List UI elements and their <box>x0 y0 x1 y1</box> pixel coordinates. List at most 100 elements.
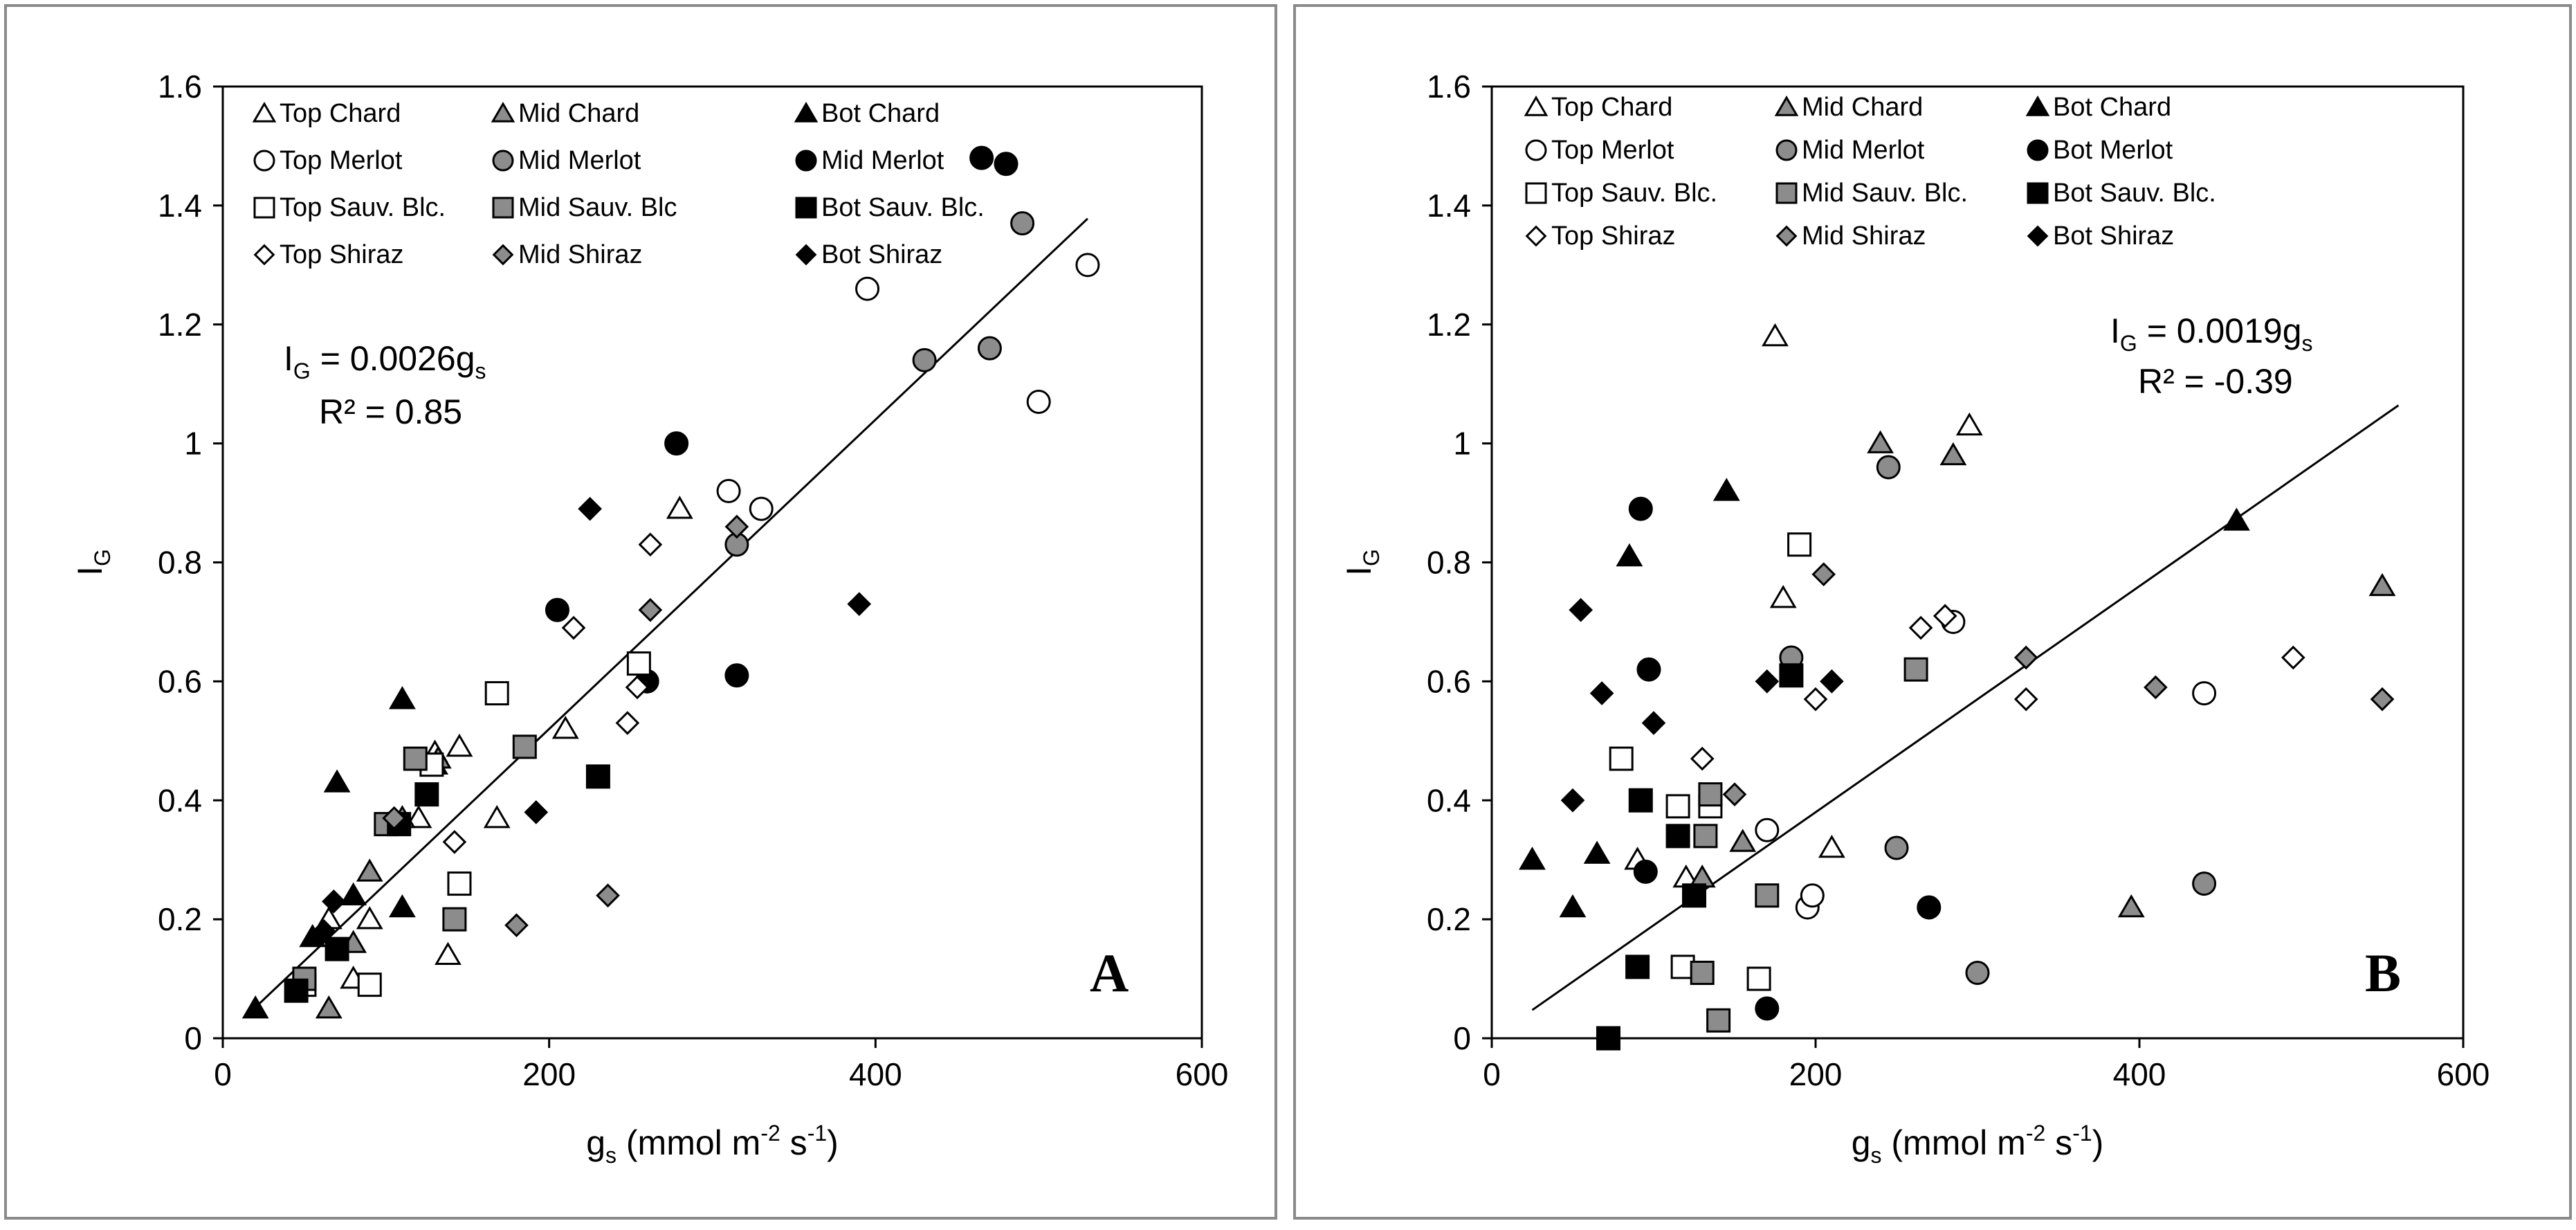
r-squared: R² = -0.39 <box>2138 362 2293 401</box>
data-point <box>357 973 382 997</box>
y-tick-label: 0.4 <box>158 782 202 818</box>
legend-item: Mid Chard <box>1774 93 1923 122</box>
data-point <box>323 769 351 793</box>
x-tick-label: 600 <box>2437 1056 2490 1092</box>
data-point <box>1787 532 1812 557</box>
data-point <box>325 937 349 961</box>
legend-item: Mid Merlot <box>492 146 641 175</box>
data-point <box>615 711 640 735</box>
legend-marker-triangle-icon <box>794 102 819 123</box>
legend-marker-square-icon <box>1775 182 1798 204</box>
data-point <box>1560 788 1585 813</box>
data-point <box>1026 389 1051 414</box>
data-point <box>1665 824 1690 849</box>
series-mid-shiraz <box>382 514 749 938</box>
legend-label: Mid Shiraz <box>1802 221 1926 251</box>
y-tick-label: 0.6 <box>1427 663 1471 699</box>
legend-label: Mid Shiraz <box>518 240 643 269</box>
data-point <box>1690 960 1715 985</box>
data-point <box>442 907 467 932</box>
data-point <box>1693 824 1718 849</box>
x-tick-label: 600 <box>1176 1056 1229 1092</box>
data-point <box>638 532 663 557</box>
legend-marker-circle-icon <box>1775 139 1798 161</box>
data-point <box>1965 960 1990 985</box>
data-point <box>2192 681 2217 706</box>
series-top-merlot <box>716 253 1100 521</box>
legend-item: Top Sauv. Blc. <box>253 193 446 222</box>
data-point <box>969 145 994 170</box>
legend-marker-circle-icon <box>253 150 275 172</box>
legend-item: Bot Shiraz <box>2027 221 2174 251</box>
data-point <box>2281 645 2305 670</box>
data-point <box>356 858 383 882</box>
legend-label: Mid Merlot <box>821 146 944 175</box>
legend-item: Bot Shiraz <box>795 240 942 269</box>
y-tick-label: 0.4 <box>1427 782 1471 818</box>
series-top-chard <box>1624 323 1983 888</box>
data-point <box>1755 817 1780 842</box>
data-point <box>724 663 749 688</box>
data-point <box>2013 687 2038 712</box>
data-point <box>912 347 937 372</box>
y-axis-label: IG <box>71 549 115 576</box>
data-point <box>1876 455 1901 480</box>
legend-marker-circle-icon <box>1525 139 1547 161</box>
legend-item: Mid Merlot <box>1775 136 1925 165</box>
data-point <box>1762 323 1789 347</box>
data-point <box>1589 681 1614 705</box>
series-top-shiraz <box>1690 604 2305 771</box>
legend-label: Mid Chard <box>1802 93 1923 122</box>
x-tick-label: 0 <box>1483 1056 1501 1092</box>
legend-marker-triangle-icon <box>252 102 277 123</box>
data-point <box>241 995 269 1019</box>
chart-panel-b: 0 0.2 0.4 0.6 0.8 1 1.2 1.4 1.6 0 200 400 600 gs (mmo… <box>1293 4 2572 1220</box>
legend-item: Bot Chard <box>794 99 940 128</box>
data-point <box>1010 211 1035 236</box>
data-point <box>484 681 509 706</box>
legend-label: Top Merlot <box>280 146 403 175</box>
data-point <box>1755 996 1780 1021</box>
legend-marker-circle-icon <box>2027 139 2049 161</box>
trendline-equation: IG = 0.0026gs <box>284 339 486 383</box>
data-point <box>483 805 511 829</box>
legend: Top Chard Mid Chard Bot Chard Top Merlot Mid… <box>1524 93 2216 251</box>
data-point <box>512 734 537 759</box>
data-point <box>389 686 416 709</box>
data-point <box>551 716 579 739</box>
data-point <box>1616 543 1643 567</box>
legend-label: Top Merlot <box>1551 136 1674 165</box>
data-point <box>382 806 406 831</box>
data-point <box>1939 442 1967 466</box>
data-point <box>2222 507 2250 531</box>
legend-marker-square-icon <box>1525 182 1547 204</box>
data-point <box>724 514 749 539</box>
y-axis-label: IG <box>1340 549 1384 576</box>
data-point <box>749 496 774 521</box>
legend-marker-circle-icon <box>492 150 514 172</box>
legend-item: Bot Chard <box>2025 93 2171 122</box>
legend-marker-square-icon <box>795 197 817 219</box>
y-tick-label: 0 <box>184 1020 202 1056</box>
data-point <box>545 597 569 622</box>
legend-label: Mid Sauv. Blc <box>518 193 677 222</box>
data-point <box>1917 895 1942 920</box>
series-mid-chard <box>1688 430 2396 918</box>
legend-item: Mid Merlot <box>795 146 944 175</box>
data-point <box>1779 663 1804 688</box>
data-point <box>311 919 336 943</box>
data-point <box>1755 883 1780 908</box>
data-point <box>585 764 610 789</box>
y-tick-label: 0.2 <box>1427 901 1471 937</box>
series-bot-shiraz <box>311 496 872 943</box>
data-point <box>1712 478 1740 501</box>
legend-marker-square-icon <box>492 197 514 219</box>
chart-panel-a: 0 0.2 0.4 0.6 0.8 1 1.2 1.4 1.6 0 200 400 600 gs (mmo… <box>4 4 1277 1220</box>
data-point <box>1955 412 1983 436</box>
x-axis-label: gs (mmol m-2 s-1) <box>586 1121 839 1168</box>
legend-label: Top Shiraz <box>280 240 404 269</box>
legend-item: Bot Sauv. Blc. <box>795 193 985 222</box>
trendline <box>255 217 1088 1009</box>
data-point <box>1933 604 1957 628</box>
